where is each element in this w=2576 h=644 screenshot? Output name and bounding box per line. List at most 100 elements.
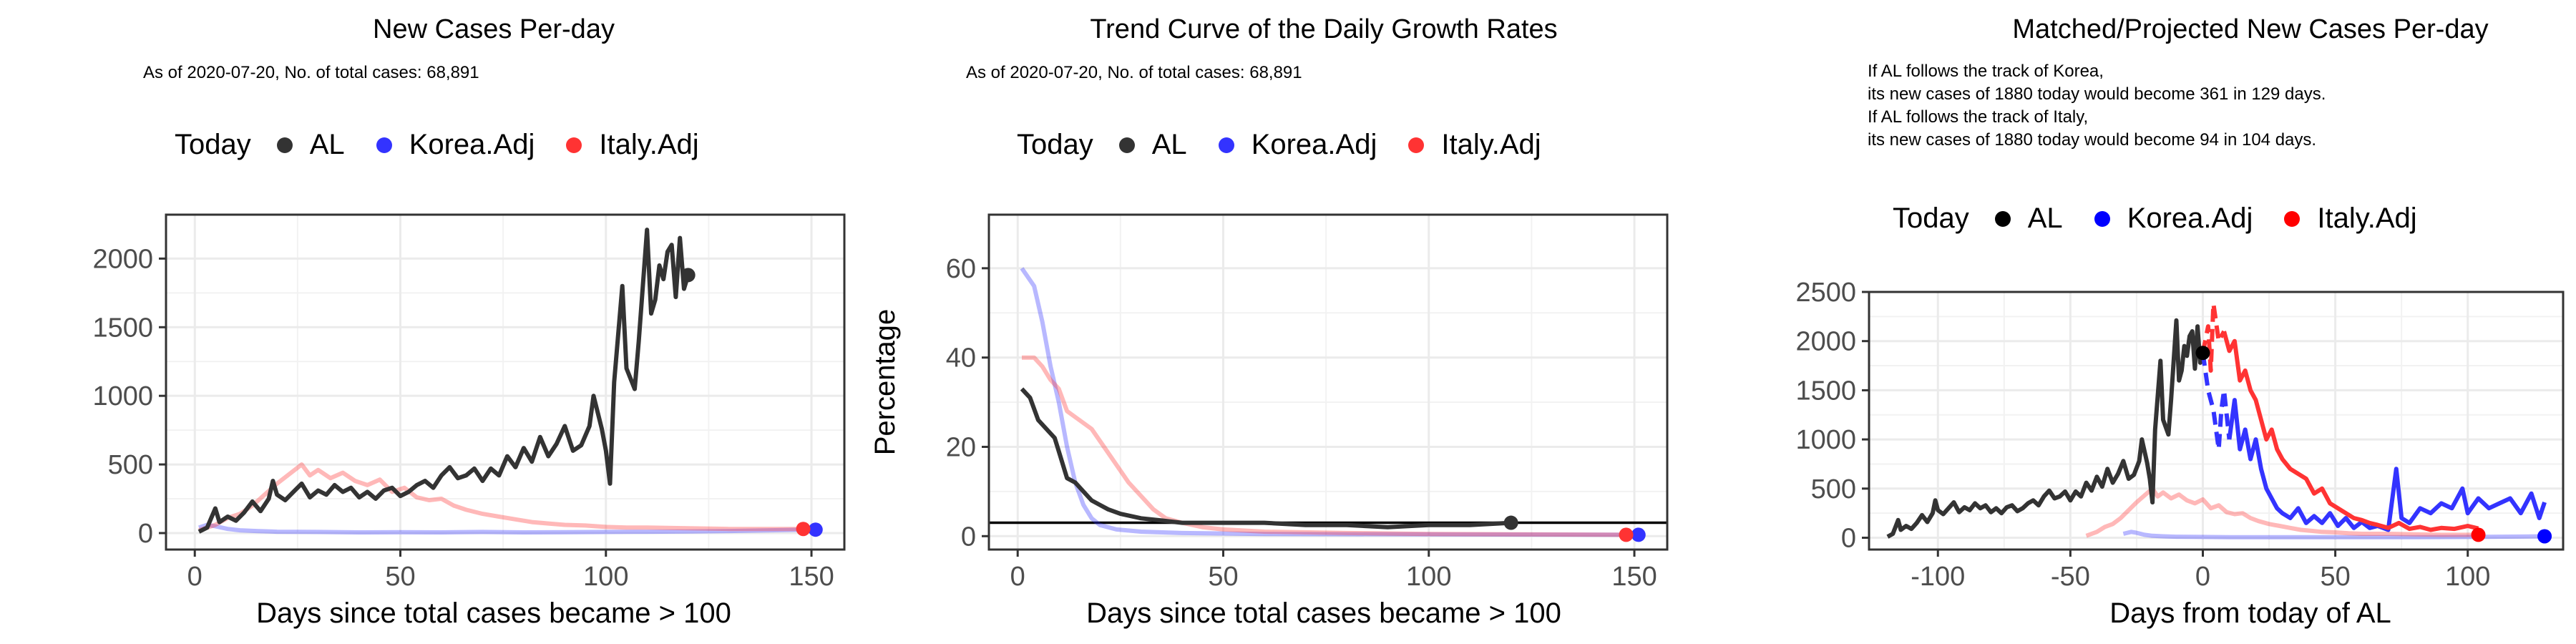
plot-border xyxy=(987,213,1669,551)
chart-title: Trend Curve of the Daily Growth Rates xyxy=(1090,14,1558,44)
legend-dot-al xyxy=(276,137,293,153)
x-axis-label: Days since total cases became > 100 xyxy=(256,597,731,629)
legend-label: Korea.Adj xyxy=(409,129,535,160)
x-tick-label: 100 xyxy=(583,562,628,592)
today-point-italy-adj xyxy=(2471,527,2486,542)
legend-key-al: AL xyxy=(1988,203,2063,235)
chart-panel-new-cases: New Cases Per-day As of 2020-07-20, No. … xyxy=(0,0,859,644)
grid-lines xyxy=(166,215,844,550)
legend-title: Today xyxy=(1017,129,1093,160)
legend-key-al: AL xyxy=(270,129,345,161)
plot-border xyxy=(1868,291,2565,551)
today-point-italy-adj xyxy=(1619,527,1634,542)
legend-label: Korea.Adj xyxy=(2127,203,2253,234)
today-point-al xyxy=(2195,346,2210,361)
series-line-korea-adj-dashed xyxy=(2200,352,2232,452)
legend-key-italy: Italy.Adj xyxy=(1401,129,1541,161)
y-tick-label: 1000 xyxy=(1795,425,1856,455)
chart-legend: Today AL Korea.Adj Italy.Adj xyxy=(1017,129,1566,161)
legend-key-korea: Korea.Adj xyxy=(2087,203,2253,235)
legend-label: Italy.Adj xyxy=(1441,129,1541,160)
x-tick-label: 100 xyxy=(1406,562,1451,592)
legend-dot-italy xyxy=(566,137,582,153)
x-tick-label: 0 xyxy=(2195,562,2210,592)
projection-note: its new cases of 1880 today would become… xyxy=(1868,130,2317,150)
legend-key-italy: Italy.Adj xyxy=(559,129,699,161)
legend-dot-korea xyxy=(1218,137,1234,153)
projection-note: If AL follows the track of Korea, xyxy=(1868,62,2104,81)
x-tick-label: -100 xyxy=(1911,562,1965,592)
chart-subtitle: As of 2020-07-20, No. of total cases: 68… xyxy=(966,63,1302,82)
legend-label: AL xyxy=(1151,129,1187,160)
today-point-korea-adj xyxy=(2537,529,2552,544)
grid-lines xyxy=(989,215,1667,550)
series-line-korea-adj-past xyxy=(2122,530,2545,540)
series-lines xyxy=(1020,267,1639,537)
today-point-korea-adj xyxy=(1631,527,1646,542)
today-point-al xyxy=(1503,515,1518,530)
chart-plot-growth-rates: 0 50 100 150 0 20 40 60 Days since total cases b… xyxy=(869,213,1669,629)
today-point-al xyxy=(680,268,696,283)
legend-dot-korea xyxy=(376,137,392,153)
y-tick-label: 1000 xyxy=(92,381,153,411)
chart-title: New Cases Per-day xyxy=(373,14,615,44)
y-axis-label: Percentage xyxy=(869,309,901,456)
x-tick-label: 50 xyxy=(2320,562,2350,592)
y-tick-label: 1500 xyxy=(92,313,153,343)
legend-key-korea: Korea.Adj xyxy=(369,129,535,161)
series-line-korea-adj xyxy=(198,522,816,535)
chart-subtitle: As of 2020-07-20, No. of total cases: 68… xyxy=(143,63,479,82)
y-tick-label: 2000 xyxy=(1795,327,1856,357)
projection-note: If AL follows the track of Italy, xyxy=(1868,107,2089,127)
x-tick-label: 0 xyxy=(1010,562,1025,592)
legend-label: AL xyxy=(2027,203,2063,234)
chart-legend: Today AL Korea.Adj Italy.Adj xyxy=(175,129,723,161)
y-tick-label: 1500 xyxy=(1795,376,1856,406)
today-point-italy-adj xyxy=(796,522,811,537)
series-line-italy-adj xyxy=(1022,355,1626,537)
y-tick-label: 60 xyxy=(946,254,976,284)
legend-label: AL xyxy=(309,129,345,160)
legend-key-italy: Italy.Adj xyxy=(2277,203,2417,235)
series-line-italy-adj xyxy=(198,462,804,532)
y-tick-label: 20 xyxy=(946,432,976,462)
chart-title: Matched/Projected New Cases Per-day xyxy=(2012,14,2489,44)
legend-dot-italy xyxy=(2284,210,2301,227)
y-tick-label: 2500 xyxy=(1795,278,1856,308)
legend-label: Italy.Adj xyxy=(599,129,699,160)
y-tick-label: 2000 xyxy=(92,244,153,274)
legend-dot-al xyxy=(1118,137,1135,153)
x-tick-label: 150 xyxy=(789,562,834,592)
series-line-italy-adj xyxy=(2222,331,2479,532)
series-line-al xyxy=(1886,318,2205,539)
legend-key-korea: Korea.Adj xyxy=(1211,129,1377,161)
series-line-italy-adj-dashed xyxy=(2200,301,2226,373)
legend-label: Korea.Adj xyxy=(1251,129,1377,160)
legend-title: Today xyxy=(175,129,251,160)
y-tick-label: 0 xyxy=(138,519,153,549)
x-tick-label: 0 xyxy=(187,562,203,592)
projection-note: its new cases of 1880 today would become… xyxy=(1868,84,2326,104)
x-tick-label: 150 xyxy=(1611,562,1657,592)
series-line-korea-adj xyxy=(1020,267,1639,537)
y-tick-label: 0 xyxy=(1841,524,1856,554)
x-tick-label: 50 xyxy=(385,562,415,592)
chart-panel-growth-rates: Trend Curve of the Daily Growth Rates As… xyxy=(859,0,1717,644)
series-line-al xyxy=(1020,387,1511,530)
plot-border xyxy=(165,213,846,551)
x-axis-label: Days from today of AL xyxy=(2109,597,2391,629)
chart-panel-projected: Matched/Projected New Cases Per-day If A… xyxy=(1717,0,2576,644)
legend-label: Italy.Adj xyxy=(2317,203,2417,234)
projection-notes: If AL follows the track of Korea, its ne… xyxy=(1868,60,2326,152)
today-point-korea-adj xyxy=(808,522,823,537)
x-tick-label: 50 xyxy=(1208,562,1238,592)
x-axis-label: Days since total cases became > 100 xyxy=(1086,597,1561,629)
series-lines xyxy=(1886,301,2547,540)
y-tick-label: 500 xyxy=(108,450,153,480)
y-tick-label: 40 xyxy=(946,343,976,374)
series-lines xyxy=(197,228,816,535)
legend-dot-italy xyxy=(1408,137,1425,153)
legend-key-al: AL xyxy=(1112,129,1187,161)
